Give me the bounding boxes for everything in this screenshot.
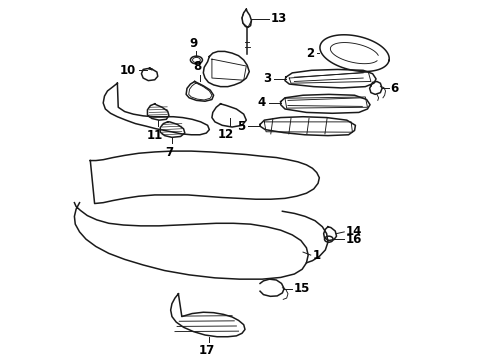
Text: 7: 7: [166, 146, 174, 159]
Text: 1: 1: [313, 249, 320, 262]
Text: 15: 15: [294, 282, 310, 295]
Text: 11: 11: [147, 129, 163, 142]
Text: 14: 14: [346, 225, 363, 238]
Text: 16: 16: [346, 233, 363, 246]
Text: 2: 2: [306, 47, 314, 60]
Text: 5: 5: [237, 120, 245, 133]
Text: 4: 4: [258, 96, 266, 109]
Text: 10: 10: [120, 64, 136, 77]
Text: 6: 6: [391, 82, 399, 95]
Text: 3: 3: [263, 72, 271, 85]
Text: 13: 13: [270, 12, 287, 25]
Text: 8: 8: [193, 60, 201, 73]
Text: 17: 17: [198, 345, 215, 357]
Text: 12: 12: [218, 128, 234, 141]
Text: 9: 9: [190, 37, 198, 50]
